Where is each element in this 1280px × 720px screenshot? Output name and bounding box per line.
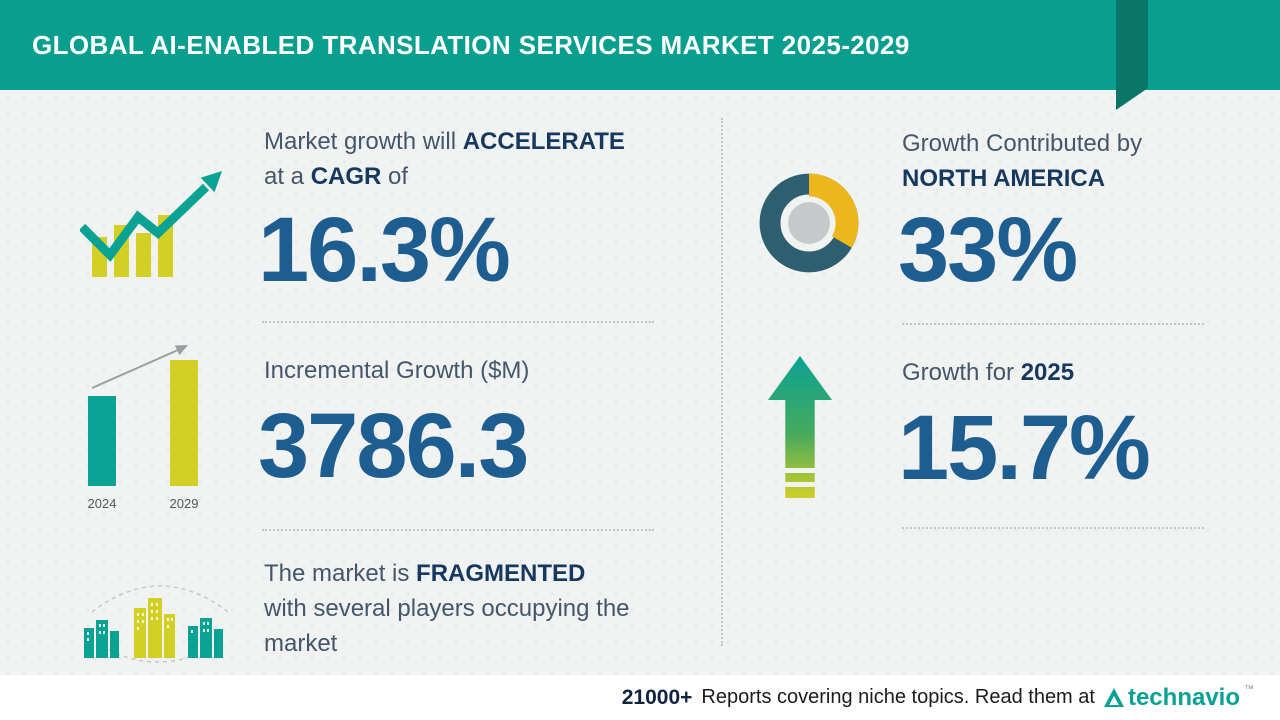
cagr-text-cagr: CAGR: [310, 163, 382, 190]
donut-chart-icon: [752, 166, 866, 285]
buildings-icon: [78, 568, 242, 673]
cagr-value: 16.3%: [258, 199, 511, 301]
incremental-label: Incremental Growth ($M): [264, 357, 530, 384]
cagr-text-normal-1: Market growth will: [264, 128, 463, 155]
cagr-text-accelerate: ACCELERATE: [462, 128, 625, 155]
title-banner: GLOBAL AI-ENABLED TRANSLATION SERVICES M…: [0, 0, 1280, 90]
yoy-label-normal: Growth for: [902, 359, 1021, 386]
up-arrow-icon: [768, 356, 832, 498]
donut-chart-svg: [759, 173, 859, 273]
fragmentation-text-fragmented: FRAGMENTED: [416, 560, 586, 587]
region-name: NORTH AMERICA: [902, 165, 1106, 192]
incremental-bars-icon: 2024 2029: [82, 338, 222, 516]
banner-ribbon-fold: [1116, 0, 1148, 110]
fragmentation-text-normal: The market is: [264, 560, 417, 587]
region-line-1: Growth Contributed by: [902, 130, 1143, 157]
cagr-text-normal-3: of: [381, 163, 409, 190]
yoy-label-year: 2025: [1020, 359, 1075, 386]
dotted-separator-right-1: [902, 323, 1204, 325]
yoy-label: Growth for 2025: [902, 355, 1074, 390]
column-divider: [721, 118, 723, 646]
dotted-separator-left-2: [262, 529, 654, 531]
footer-message: Reports covering niche topics. Read them…: [701, 686, 1095, 708]
technavio-logo: technavio ™: [1103, 683, 1254, 711]
growth-line-chart-svg: [78, 171, 222, 277]
bar-year-end: 2029: [169, 496, 199, 511]
region-description: Growth Contributed by NORTH AMERICA: [902, 126, 1142, 196]
dotted-separator-left-1: [262, 321, 654, 323]
fragmentation-line-1: The market is FRAGMENTED: [264, 556, 630, 591]
fragmentation-description: The market is FRAGMENTED with several pl…: [264, 556, 630, 661]
cagr-line-1: Market growth will ACCELERATE: [264, 124, 625, 159]
incremental-bars-svg: [88, 345, 198, 486]
technavio-triangle-icon: [1103, 688, 1124, 707]
technavio-wordmark: technavio: [1127, 683, 1240, 711]
arrow-segment-gap: [785, 468, 815, 474]
bar-year-start: 2024: [87, 496, 117, 511]
footer-report-count: 21000+: [621, 685, 693, 709]
up-arrow-shape: [768, 356, 832, 498]
incremental-value: 3786.3: [258, 395, 529, 497]
fragmentation-line-2: with several players occupying the: [264, 595, 630, 622]
yoy-value: 15.7%: [898, 397, 1151, 499]
arrow-segment-gap: [785, 482, 815, 488]
cagr-line-2: at a CAGR of: [264, 159, 625, 194]
fragmentation-line-3: market: [264, 630, 338, 657]
buildings-svg: [84, 585, 229, 663]
trademark-symbol: ™: [1244, 683, 1254, 695]
dotted-separator-right-2: [902, 527, 1204, 529]
growth-line-chart-icon: [78, 163, 232, 282]
page-title: GLOBAL AI-ENABLED TRANSLATION SERVICES M…: [32, 29, 910, 60]
region-value: 33%: [898, 199, 1078, 301]
cagr-description: Market growth will ACCELERATE at a CAGR …: [264, 124, 625, 194]
footer-bar: 21000+ Reports covering niche topics. Re…: [0, 675, 1280, 720]
cagr-text-normal-2: at a: [264, 163, 311, 190]
